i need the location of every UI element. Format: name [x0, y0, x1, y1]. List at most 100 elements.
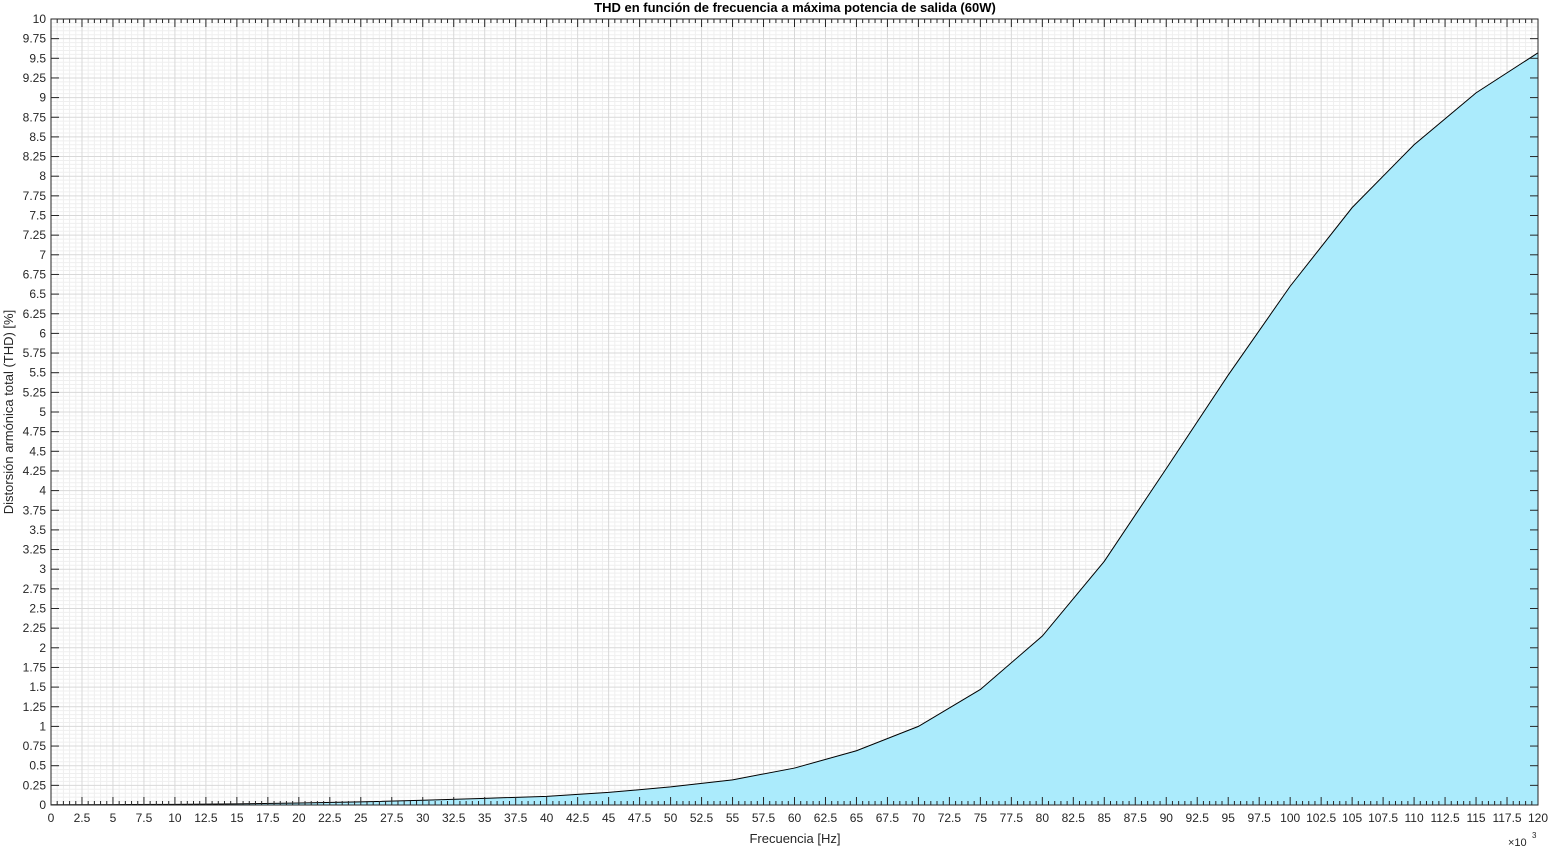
- y-tick-label: 3.75: [23, 503, 47, 517]
- x-tick-label: 105: [1342, 811, 1362, 825]
- y-tick-label: 3: [39, 562, 46, 576]
- y-tick-label: 6.25: [23, 307, 47, 321]
- y-tick-label: 1.25: [23, 700, 47, 714]
- y-tick-label: 1: [39, 719, 46, 733]
- x-tick-label: 32.5: [442, 811, 466, 825]
- x-tick-label: 97.5: [1248, 811, 1272, 825]
- y-tick-label: 0.75: [23, 739, 47, 753]
- y-tick-label: 2.25: [23, 621, 47, 635]
- y-tick-label: 6.5: [29, 287, 46, 301]
- axis-ticks: [50, 18, 1539, 806]
- x-tick-label: 5: [110, 811, 117, 825]
- x-tick-label: 65: [850, 811, 864, 825]
- x-tick-label: 57.5: [752, 811, 776, 825]
- x-tick-label: 27.5: [380, 811, 404, 825]
- y-tick-label: 7.5: [29, 209, 46, 223]
- x-tick-label: 25: [354, 811, 368, 825]
- y-axis-label: Distorsión armónica total (THD) [%]: [1, 310, 16, 514]
- x-tick-label: 107.5: [1368, 811, 1398, 825]
- y-tick-label: 0: [39, 798, 46, 812]
- x-tick-label: 2.5: [74, 811, 91, 825]
- x-tick-labels: 0 2.5 5 7.5 10 12.5 15 17.5 20 22.5 25 27.5 30 32.5 35…: [48, 811, 1549, 825]
- x-tick-label: 67.5: [876, 811, 900, 825]
- y-tick-label: 4.5: [29, 444, 46, 458]
- x-tick-label: 110: [1405, 811, 1424, 825]
- x-tick-label: 7.5: [136, 811, 153, 825]
- x-tick-label: 55: [726, 811, 740, 825]
- x-tick-label: 10: [168, 811, 182, 825]
- y-tick-label: 9.5: [29, 51, 46, 65]
- x-tick-label: 35: [478, 811, 492, 825]
- x-tick-label: 70: [912, 811, 926, 825]
- x-tick-label: 45: [602, 811, 616, 825]
- x-tick-label: 117.5: [1492, 811, 1521, 825]
- y-tick-label: 5.25: [23, 385, 47, 399]
- x-tick-label: 85: [1098, 811, 1112, 825]
- y-tick-label: 4.75: [23, 425, 47, 439]
- y-tick-label: 7.25: [23, 228, 47, 242]
- y-tick-label: 6.75: [23, 267, 47, 281]
- chart-title: THD en función de frecuencia a máxima po…: [594, 0, 996, 15]
- x-tick-label: 90: [1160, 811, 1174, 825]
- x-tick-label: 40: [540, 811, 554, 825]
- y-tick-label: 7.75: [23, 189, 47, 203]
- y-tick-label: 8.5: [29, 130, 46, 144]
- x-tick-label: 77.5: [1000, 811, 1024, 825]
- y-tick-label: 10: [33, 12, 47, 26]
- x-axis-label: Frecuencia [Hz]: [749, 831, 840, 846]
- x-tick-label: 92.5: [1186, 811, 1210, 825]
- x-exponent-base: ×10: [1508, 837, 1527, 846]
- x-tick-label: 42.5: [566, 811, 590, 825]
- x-tick-label: 52.5: [690, 811, 714, 825]
- y-tick-label: 8: [39, 169, 46, 183]
- x-tick-label: 102.5: [1306, 811, 1336, 825]
- y-tick-label: 9.25: [23, 71, 47, 85]
- x-tick-label: 87.5: [1124, 811, 1148, 825]
- y-tick-label: 5.5: [29, 366, 46, 380]
- x-tick-label: 22.5: [318, 811, 342, 825]
- y-tick-label: 8.75: [23, 110, 47, 124]
- x-exponent-power: 3: [1532, 831, 1537, 840]
- x-tick-label: 82.5: [1062, 811, 1086, 825]
- y-tick-label: 2: [39, 641, 46, 655]
- x-tick-label: 115: [1466, 811, 1485, 825]
- x-tick-label: 80: [1036, 811, 1050, 825]
- x-tick-label: 37.5: [504, 811, 528, 825]
- x-tick-label: 0: [48, 811, 55, 825]
- y-tick-label: 7: [39, 248, 46, 262]
- x-tick-label: 15: [230, 811, 244, 825]
- x-tick-label: 62.5: [814, 811, 838, 825]
- y-tick-label: 3.25: [23, 543, 47, 557]
- y-tick-label: 4: [39, 484, 46, 498]
- y-tick-label: 6: [39, 326, 46, 340]
- y-tick-label: 1.5: [29, 680, 46, 694]
- x-tick-label: 95: [1222, 811, 1236, 825]
- x-tick-label: 72.5: [938, 811, 962, 825]
- x-tick-label: 47.5: [628, 811, 652, 825]
- x-tick-label: 12.5: [194, 811, 218, 825]
- y-tick-labels: 0 0.25 0.5 0.75 1 1.25 1.5 1.75 2 2.25 2.5 2.75 3 3.2…: [23, 12, 47, 812]
- y-tick-label: 0.5: [29, 759, 46, 773]
- x-tick-label: 75: [974, 811, 988, 825]
- y-tick-label: 9: [39, 91, 46, 105]
- x-tick-label: 112.5: [1430, 811, 1459, 825]
- y-tick-label: 9.75: [23, 32, 47, 46]
- x-tick-label: 60: [788, 811, 802, 825]
- y-tick-label: 2.5: [29, 602, 46, 616]
- y-tick-label: 2.75: [23, 582, 47, 596]
- y-tick-label: 5.75: [23, 346, 47, 360]
- x-tick-label: 30: [416, 811, 430, 825]
- y-tick-label: 0.25: [23, 778, 47, 792]
- x-tick-label: 120: [1528, 811, 1548, 825]
- x-tick-label: 50: [664, 811, 678, 825]
- x-tick-label: 100: [1280, 811, 1300, 825]
- y-tick-label: 5: [39, 405, 46, 419]
- thd-area-fill: [51, 52, 1538, 806]
- y-tick-label: 1.75: [23, 660, 47, 674]
- y-tick-label: 8.25: [23, 150, 47, 164]
- y-tick-label: 4.25: [23, 464, 47, 478]
- x-tick-label: 17.5: [256, 811, 280, 825]
- x-tick-label: 20: [292, 811, 306, 825]
- y-tick-label: 3.5: [29, 523, 46, 537]
